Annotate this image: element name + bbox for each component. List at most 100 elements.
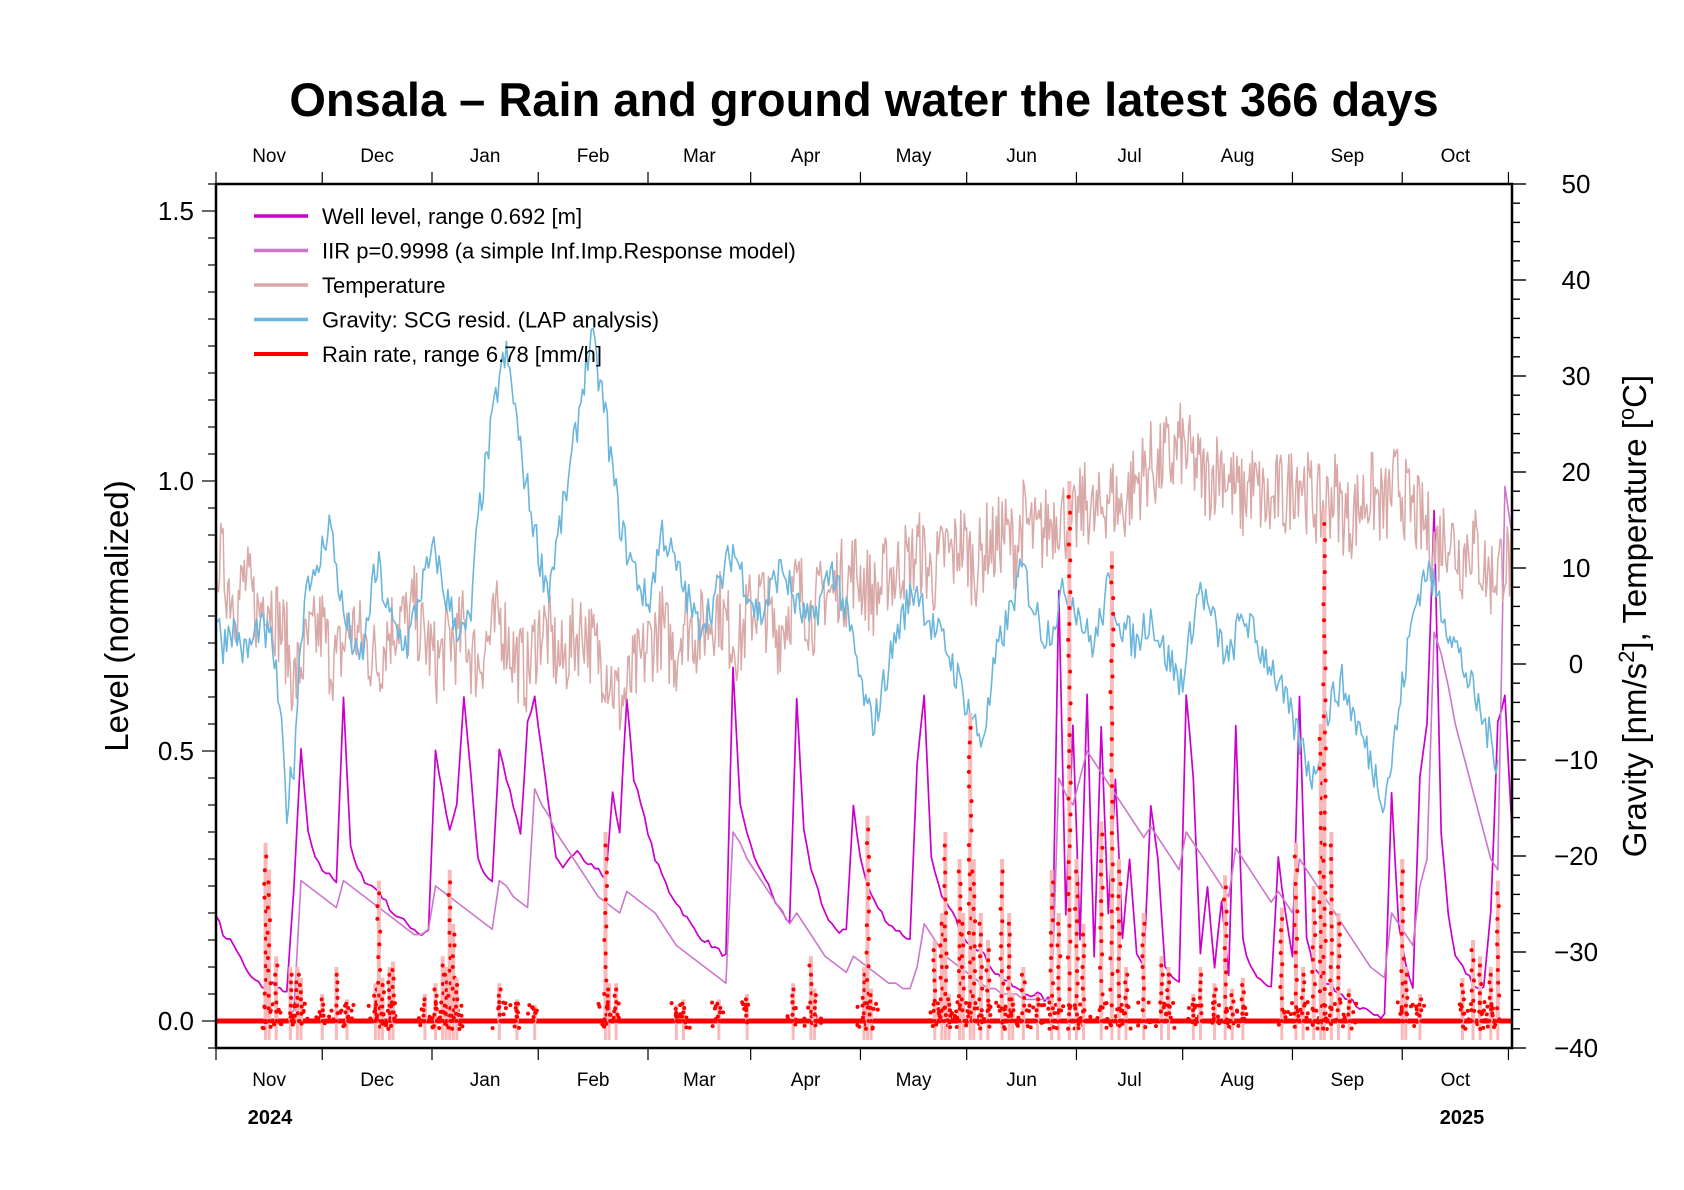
rain-point xyxy=(1212,993,1217,998)
rain-point xyxy=(1120,1008,1125,1013)
top-month-label: Jan xyxy=(470,146,501,167)
rain-point xyxy=(1052,1011,1057,1016)
rain-point xyxy=(743,997,748,1002)
rain-point xyxy=(1315,1026,1320,1031)
rain-point xyxy=(944,911,949,915)
rain-point xyxy=(1327,1013,1332,1018)
rain-point xyxy=(1329,897,1334,902)
rain-point xyxy=(612,993,617,998)
rain-point xyxy=(1095,1016,1100,1021)
rain-point xyxy=(1414,1019,1419,1024)
rain-point xyxy=(1322,586,1327,591)
rain-point xyxy=(1068,669,1073,674)
rain-point xyxy=(1109,940,1114,945)
rain-point xyxy=(710,1000,715,1005)
rain-point xyxy=(1461,1024,1466,1029)
rain-point xyxy=(791,987,796,992)
rain-point xyxy=(1317,766,1322,771)
rain-point xyxy=(988,1013,993,1018)
rain-point xyxy=(1230,1012,1235,1017)
rain-point xyxy=(969,828,974,833)
rain-point xyxy=(508,1003,513,1008)
rain-point xyxy=(1419,1008,1424,1013)
rain-point xyxy=(1469,968,1474,973)
rain-point xyxy=(999,969,1004,974)
rain-point xyxy=(944,951,949,956)
rain-point xyxy=(860,1015,865,1020)
rain-point xyxy=(1058,954,1063,959)
rain-point xyxy=(944,965,949,969)
right-tick-label: 40 xyxy=(1562,265,1591,295)
rain-point xyxy=(1240,1017,1245,1022)
rain-point xyxy=(959,997,964,1002)
rain-point xyxy=(1310,969,1315,974)
rain-point xyxy=(1171,1001,1176,1006)
rain-point xyxy=(299,1011,304,1016)
rain-point xyxy=(938,943,943,948)
rain-point xyxy=(372,993,377,998)
rain-point xyxy=(1346,1006,1351,1011)
rain-point xyxy=(1492,1025,1497,1030)
rain-point xyxy=(1223,982,1228,987)
rain-point xyxy=(961,975,966,980)
rain-point xyxy=(874,1001,879,1006)
rain-point xyxy=(448,905,453,910)
rain-point xyxy=(977,921,982,926)
rain-point xyxy=(988,1004,993,1009)
rain-point xyxy=(1136,1023,1141,1028)
rain-point xyxy=(1419,997,1424,1002)
rain-point xyxy=(1469,988,1474,993)
rain-point xyxy=(1300,1011,1305,1016)
rain-point xyxy=(793,1022,798,1027)
rain-point xyxy=(602,938,607,942)
rain-point xyxy=(377,891,382,896)
rain-point xyxy=(1103,1001,1108,1006)
rain-point xyxy=(1321,618,1326,623)
rain-point xyxy=(1293,881,1298,886)
rain-point xyxy=(335,980,340,985)
rain-point xyxy=(1479,1019,1484,1023)
rain-point xyxy=(1321,602,1326,607)
rain-point xyxy=(1228,1006,1233,1011)
rain-point xyxy=(1310,945,1315,950)
rain-point xyxy=(1329,924,1334,929)
rain-point xyxy=(1328,992,1333,996)
rain-point xyxy=(1213,987,1218,992)
rain-point xyxy=(295,995,300,1000)
rain-point xyxy=(1088,1014,1093,1019)
rain-point xyxy=(1321,874,1326,879)
rain-point xyxy=(1105,1016,1110,1021)
rain-point xyxy=(1293,950,1298,955)
rain-point xyxy=(1323,666,1328,671)
rain-point xyxy=(1067,923,1072,928)
top-month-label: Jul xyxy=(1117,146,1141,167)
rain-point xyxy=(1160,972,1165,977)
rain-point xyxy=(1323,746,1328,751)
rain-point xyxy=(438,1009,443,1014)
rain-point xyxy=(1477,991,1482,996)
rain-point xyxy=(971,906,976,911)
rain-point xyxy=(298,997,303,1002)
rain-point xyxy=(947,1002,952,1007)
rain-point xyxy=(1191,1013,1196,1018)
rain-point xyxy=(813,993,818,998)
rain-point xyxy=(299,1004,304,1009)
rain-point xyxy=(446,993,451,998)
rain-point xyxy=(1073,906,1078,911)
rain-point xyxy=(272,1022,277,1027)
rain-point xyxy=(1477,972,1482,977)
rain-point xyxy=(1489,988,1494,993)
bottom-month-label: Jun xyxy=(1006,1070,1037,1091)
rain-point xyxy=(289,995,294,1000)
rain-point xyxy=(1115,906,1120,911)
rain-point xyxy=(1302,980,1307,985)
rain-point xyxy=(1278,984,1283,989)
rain-point xyxy=(1224,921,1229,926)
rain-point xyxy=(1312,908,1317,913)
rain-point xyxy=(278,1010,283,1015)
rain-point xyxy=(1301,972,1306,977)
rain-point xyxy=(1009,1010,1014,1015)
rain-point xyxy=(603,951,608,956)
right-tick-label: 10 xyxy=(1562,553,1591,583)
rain-point xyxy=(1317,870,1322,875)
